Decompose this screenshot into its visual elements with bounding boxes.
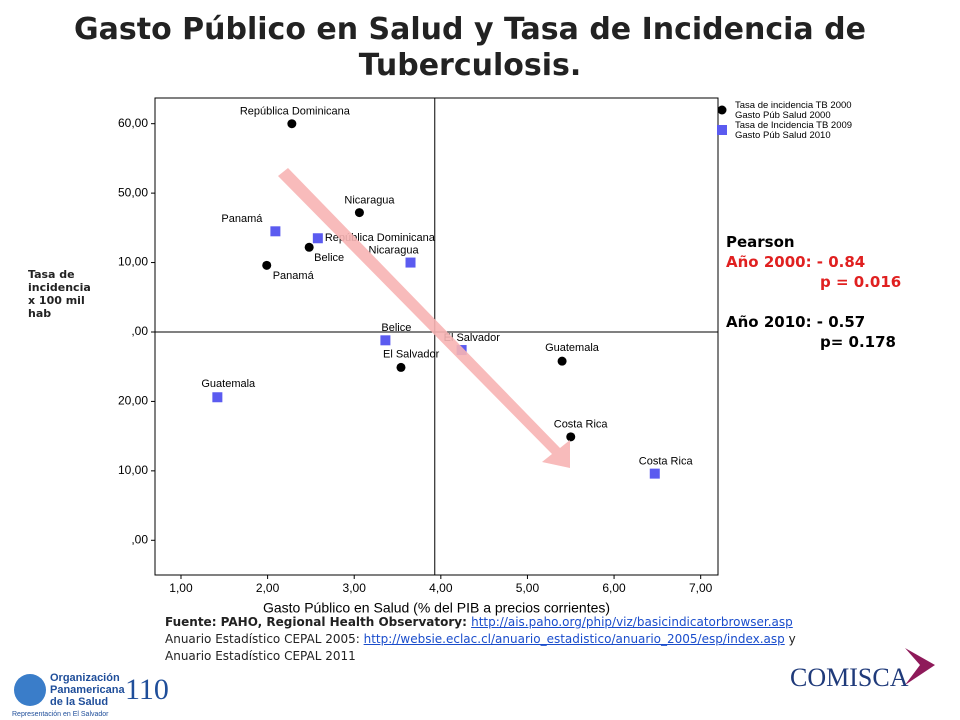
y-tick-label: 20,00 xyxy=(118,394,148,408)
title: Gasto Público en Salud y Tasa de Inciden… xyxy=(74,12,866,83)
point-label: Nicaragua xyxy=(344,194,395,206)
x-tick-label: 5,00 xyxy=(516,581,540,595)
x-tick-label: 4,00 xyxy=(429,581,453,595)
comisca-logo xyxy=(905,648,935,685)
point xyxy=(212,392,223,403)
point-label: República Dominicana xyxy=(240,106,351,118)
source-link[interactable]: http://ais.paho.org/phip/viz/basicindica… xyxy=(471,615,793,629)
stats-line: Año 2000: - 0.84 xyxy=(726,253,866,271)
point-label: Guatemala xyxy=(201,378,256,390)
plot-frame xyxy=(154,97,719,576)
point-label: Nicaragua xyxy=(369,244,420,256)
trend-arrow xyxy=(278,168,570,468)
ops-logo xyxy=(14,674,46,706)
source-link[interactable]: http://websie.eclac.cl/anuario_estadisti… xyxy=(363,632,785,646)
x-tick-label: 3,00 xyxy=(343,581,367,595)
point-label: Guatemala xyxy=(545,342,600,354)
legend-entry: Tasa de incidencia TB 2000 Gasto Púb Sal… xyxy=(735,100,852,121)
point xyxy=(649,468,660,479)
stats: Pearson Año 2000: - 0.84 p = 0.016 Año 2… xyxy=(726,232,901,352)
x-tick-label: 7,00 xyxy=(689,581,713,595)
source-text: y xyxy=(784,632,796,646)
stats-line: Año 2010: - 0.57 xyxy=(726,313,866,331)
legend-entry: Tasa de Incidencia TB 2009 Gasto Púb Sal… xyxy=(735,120,853,141)
legend-marker xyxy=(717,125,727,135)
source-text: Anuario Estadístico CEPAL 2005: xyxy=(165,632,364,646)
point xyxy=(262,260,272,270)
source-text: Fuente: PAHO, Regional Health Observator… xyxy=(165,615,472,629)
point xyxy=(354,208,364,218)
legend-marker xyxy=(717,105,727,115)
point xyxy=(566,432,576,442)
logo-text: COMISCA xyxy=(790,663,909,692)
point xyxy=(304,242,314,252)
point-label: Costa Rica xyxy=(639,456,694,468)
point xyxy=(405,257,416,268)
point xyxy=(312,233,323,244)
x-tick-label: 2,00 xyxy=(256,581,280,595)
y-tick-label: 10,00 xyxy=(118,463,148,477)
logo-text: Panamericana xyxy=(50,684,125,696)
stats-line: p= 0.178 xyxy=(820,333,896,351)
y-tick-label: ,00 xyxy=(131,532,148,546)
point-label: Belice xyxy=(381,322,411,334)
point xyxy=(557,356,567,366)
point xyxy=(287,119,297,129)
logo-text: 110 xyxy=(125,673,169,706)
point-label: El Salvador xyxy=(383,348,440,360)
y-tick-label: 50,00 xyxy=(118,185,148,199)
y-tick-label: 10,00 xyxy=(118,255,148,269)
source: Fuente: PAHO, Regional Health Observator… xyxy=(165,614,796,665)
point xyxy=(270,226,281,237)
point-label: Costa Rica xyxy=(554,419,609,431)
logo-text: Representación en El Salvador xyxy=(12,711,109,718)
source-text: Anuario Estadístico CEPAL 2011 xyxy=(165,649,356,663)
logo-text: de la Salud xyxy=(50,696,108,708)
x-tick-label: 6,00 xyxy=(602,581,626,595)
x-axis-label: Gasto Público en Salud (% del PIB a prec… xyxy=(263,600,610,616)
logo-text: Organización xyxy=(50,672,120,684)
stats-line: p = 0.016 xyxy=(820,273,902,291)
point-label: Panamá xyxy=(221,213,263,225)
y-axis-label: Tasa de incidencia x 100 mil hab xyxy=(28,268,91,320)
y-tick-label: 60,00 xyxy=(118,116,148,130)
x-tick-label: 1,00 xyxy=(169,581,193,595)
point xyxy=(380,335,391,346)
point-label: Belice xyxy=(314,252,344,264)
point xyxy=(396,362,406,372)
y-tick-label: ,00 xyxy=(131,324,148,338)
point-label: Panamá xyxy=(273,270,315,282)
stats-heading: Pearson xyxy=(726,233,795,251)
point-label: El Salvador xyxy=(444,332,501,344)
